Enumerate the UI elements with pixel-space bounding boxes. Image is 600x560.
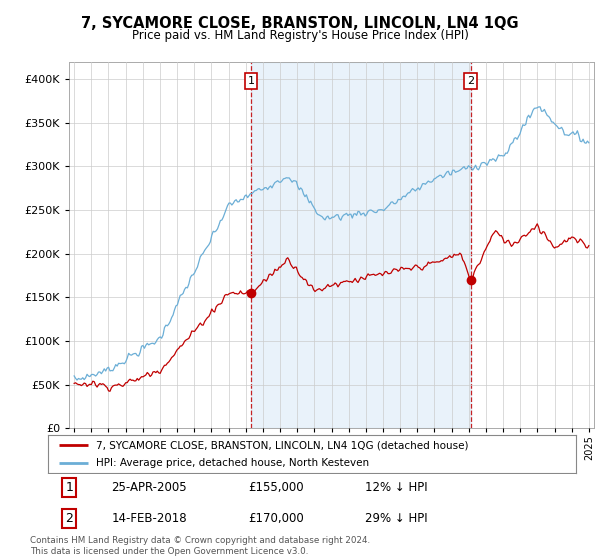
Text: HPI: Average price, detached house, North Kesteven: HPI: Average price, detached house, Nort… xyxy=(95,458,368,468)
Text: 7, SYCAMORE CLOSE, BRANSTON, LINCOLN, LN4 1QG (detached house): 7, SYCAMORE CLOSE, BRANSTON, LINCOLN, LN… xyxy=(95,440,468,450)
Text: 2: 2 xyxy=(65,512,73,525)
Text: 29% ↓ HPI: 29% ↓ HPI xyxy=(365,512,427,525)
Text: Contains HM Land Registry data © Crown copyright and database right 2024.
This d: Contains HM Land Registry data © Crown c… xyxy=(30,536,370,556)
Text: £170,000: £170,000 xyxy=(248,512,304,525)
Text: 12% ↓ HPI: 12% ↓ HPI xyxy=(365,480,427,494)
Text: 14-FEB-2018: 14-FEB-2018 xyxy=(112,512,187,525)
Text: 2: 2 xyxy=(467,76,475,86)
Text: 25-APR-2005: 25-APR-2005 xyxy=(112,480,187,494)
Bar xyxy=(251,62,471,428)
Text: 1: 1 xyxy=(65,480,73,494)
Text: 7, SYCAMORE CLOSE, BRANSTON, LINCOLN, LN4 1QG: 7, SYCAMORE CLOSE, BRANSTON, LINCOLN, LN… xyxy=(81,16,519,31)
Text: £155,000: £155,000 xyxy=(248,480,304,494)
Text: Price paid vs. HM Land Registry's House Price Index (HPI): Price paid vs. HM Land Registry's House … xyxy=(131,29,469,42)
Text: 1: 1 xyxy=(248,76,254,86)
